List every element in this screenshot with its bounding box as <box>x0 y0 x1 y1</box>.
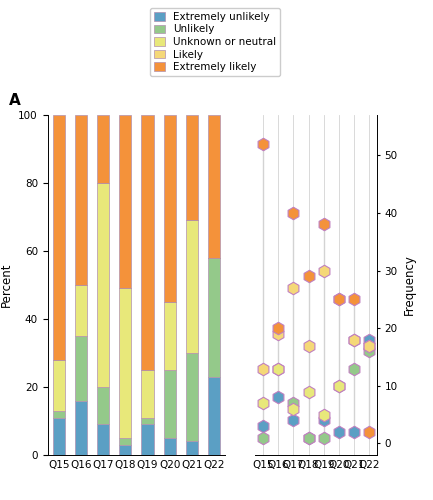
Text: A: A <box>9 93 20 108</box>
Y-axis label: Frequency: Frequency <box>403 254 416 316</box>
Bar <box>75 400 87 455</box>
Bar <box>164 438 176 455</box>
Bar <box>142 424 154 455</box>
Bar <box>97 115 109 183</box>
Bar <box>97 387 109 424</box>
Bar <box>97 424 109 455</box>
Bar <box>119 115 131 288</box>
Bar <box>186 115 198 220</box>
Bar <box>53 411 65 418</box>
Bar <box>119 445 131 455</box>
Bar <box>75 336 87 400</box>
Bar <box>53 360 65 411</box>
Bar <box>142 418 154 424</box>
Bar <box>164 115 176 302</box>
Bar <box>186 353 198 442</box>
Bar <box>208 377 220 455</box>
Bar <box>142 115 154 370</box>
Bar <box>119 288 131 438</box>
Bar <box>208 115 220 258</box>
Legend: Extremely unlikely, Unlikely, Unknown or neutral, Likely, Extremely likely: Extremely unlikely, Unlikely, Unknown or… <box>150 8 281 76</box>
Bar <box>119 438 131 445</box>
Bar <box>75 115 87 285</box>
Bar <box>208 258 220 377</box>
Bar <box>164 370 176 438</box>
Bar <box>97 183 109 387</box>
Bar <box>53 418 65 455</box>
Bar <box>142 370 154 418</box>
Bar <box>186 220 198 353</box>
Bar <box>164 302 176 370</box>
Bar <box>53 115 65 360</box>
Y-axis label: Percent: Percent <box>0 263 13 307</box>
Bar <box>75 285 87 336</box>
Bar <box>186 442 198 455</box>
